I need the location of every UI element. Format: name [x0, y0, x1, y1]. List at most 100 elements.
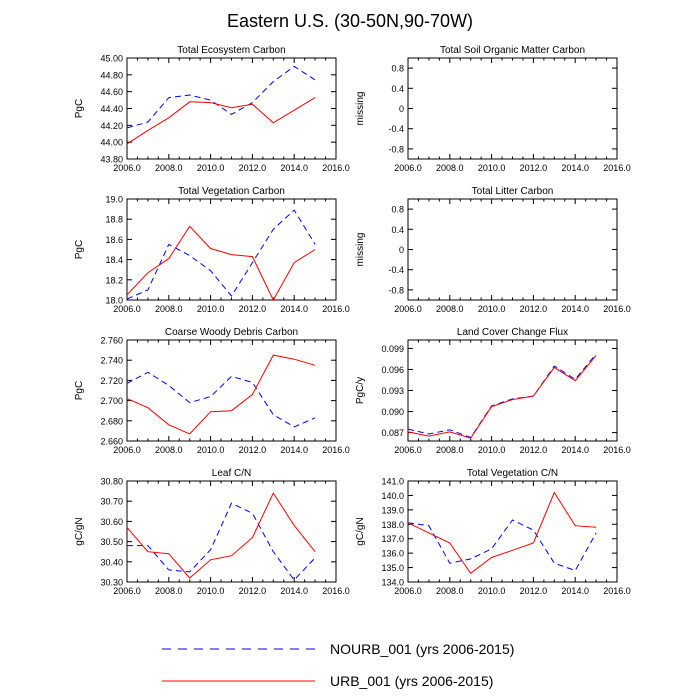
- panel-title: Total Vegetation Carbon: [178, 186, 285, 197]
- plot-frame: [407, 339, 618, 442]
- x-tick-label: 2006.0: [394, 445, 422, 455]
- y-tick-label: 134.0: [381, 578, 404, 588]
- y-tick-label: 140.0: [381, 491, 404, 501]
- y-tick-label: 44.80: [100, 70, 123, 80]
- series-line-urb: [126, 97, 316, 145]
- panel-7: Total Vegetation C/N gC/gN 2006.0 2008.0 201…: [355, 468, 631, 596]
- x-tick-label: 2006.0: [394, 586, 422, 596]
- y-tick-label: 30.70: [100, 497, 123, 507]
- plot-frame: [407, 57, 618, 160]
- x-tick-label: 2006.0: [394, 304, 422, 314]
- series-line-nourb: [126, 209, 316, 300]
- y-tick-label: 2.660: [100, 437, 123, 447]
- y-tick-label: -0.4: [388, 124, 404, 134]
- x-tick-label: 2012.0: [520, 445, 548, 455]
- panel-5: Land Cover Change Flux PgC/y 2006.0 2008.0 2…: [355, 327, 631, 455]
- y-tick-label: 0.096: [381, 365, 404, 375]
- x-tick-label: 2014.0: [280, 304, 308, 314]
- x-tick-label: 2012.0: [239, 586, 267, 596]
- y-tick-label: -0.8: [388, 285, 404, 295]
- plot-frame: [407, 198, 618, 301]
- x-tick-label: 2008.0: [155, 586, 183, 596]
- panel-title: Land Cover Change Flux: [457, 327, 568, 338]
- y-tick-label: 2.740: [100, 356, 123, 366]
- y-tick-label: 19.0: [105, 195, 123, 205]
- y-tick-label: 2.720: [100, 376, 123, 386]
- x-tick-label: 2008.0: [155, 163, 183, 173]
- y-axis-label: missing: [355, 92, 366, 126]
- y-tick-label: 0.4: [391, 84, 404, 94]
- x-tick-label: 2010.0: [197, 445, 225, 455]
- x-tick-label: 2016.0: [322, 304, 350, 314]
- panel-title: Coarse Woody Debris Carbon: [165, 327, 298, 338]
- panel-6: Leaf C/N gC/gN 2006.0 2008.0 2010.0 2012.0 201…: [74, 468, 350, 596]
- y-tick-label: 139.0: [381, 505, 404, 515]
- x-tick-label: 2010.0: [197, 304, 225, 314]
- x-tick-label: 2016.0: [322, 445, 350, 455]
- x-tick-label: 2016.0: [603, 586, 631, 596]
- y-tick-label: 44.00: [100, 138, 123, 148]
- x-tick-label: 2008.0: [436, 304, 464, 314]
- y-tick-label: 30.50: [100, 537, 123, 547]
- x-tick-label: 2016.0: [603, 163, 631, 173]
- x-tick-label: 2006.0: [394, 163, 422, 173]
- x-tick-label: 2008.0: [436, 163, 464, 173]
- y-tick-label: 0.099: [381, 344, 404, 354]
- x-tick-label: 2010.0: [478, 445, 506, 455]
- x-tick-label: 2014.0: [561, 586, 589, 596]
- y-tick-label: 45.00: [100, 54, 123, 64]
- x-tick-label: 2006.0: [113, 304, 141, 314]
- x-tick-label: 2012.0: [239, 163, 267, 173]
- panel-title: Total Ecosystem Carbon: [177, 45, 285, 56]
- legend: NOURB_001 (yrs 2006-2015) URB_001 (yrs 2…: [162, 641, 514, 689]
- y-tick-label: 137.0: [381, 534, 404, 544]
- y-tick-label: 44.60: [100, 87, 123, 97]
- y-tick-label: 44.40: [100, 104, 123, 114]
- series-line-nourb: [407, 353, 597, 439]
- y-tick-label: 0.8: [391, 64, 404, 74]
- series-line-urb: [126, 354, 316, 435]
- x-tick-label: 2016.0: [603, 304, 631, 314]
- x-tick-label: 2008.0: [436, 445, 464, 455]
- x-tick-label: 2014.0: [280, 586, 308, 596]
- x-tick-label: 2008.0: [155, 445, 183, 455]
- x-tick-label: 2012.0: [520, 163, 548, 173]
- panel-3: Total Litter Carbon missing 2006.0 2008.0 20…: [355, 186, 631, 314]
- y-tick-label: 141.0: [381, 477, 404, 487]
- x-tick-label: 2014.0: [280, 163, 308, 173]
- figure-title: Eastern U.S. (30-50N,90-70W): [227, 11, 473, 31]
- panel-2: Total Vegetation Carbon PgC 2006.0 2008.0 20…: [74, 186, 350, 314]
- panel-0: Total Ecosystem Carbon PgC 2006.0 2008.0 201…: [74, 45, 350, 173]
- y-axis-label: PgC: [74, 381, 85, 400]
- x-tick-label: 2014.0: [280, 445, 308, 455]
- legend-label-nourb: NOURB_001 (yrs 2006-2015): [330, 641, 514, 657]
- legend-label-urb: URB_001 (yrs 2006-2015): [330, 673, 493, 689]
- y-tick-label: 0.093: [381, 386, 404, 396]
- y-tick-label: 30.40: [100, 557, 123, 567]
- x-tick-label: 2010.0: [197, 163, 225, 173]
- panel-title: Leaf C/N: [212, 468, 251, 479]
- y-axis-label: PgC: [74, 99, 85, 118]
- x-tick-label: 2016.0: [322, 586, 350, 596]
- y-tick-label: 18.2: [105, 275, 123, 285]
- y-tick-label: 18.0: [105, 296, 123, 306]
- x-tick-label: 2006.0: [113, 163, 141, 173]
- x-tick-label: 2012.0: [520, 586, 548, 596]
- y-axis-label: missing: [355, 233, 366, 267]
- x-tick-label: 2008.0: [436, 586, 464, 596]
- x-tick-label: 2016.0: [322, 163, 350, 173]
- y-tick-label: 2.700: [100, 396, 123, 406]
- y-tick-label: 18.6: [105, 235, 123, 245]
- y-tick-label: 135.0: [381, 563, 404, 573]
- x-tick-label: 2010.0: [478, 304, 506, 314]
- x-tick-label: 2006.0: [113, 445, 141, 455]
- x-tick-label: 2008.0: [155, 304, 183, 314]
- panel-title: Total Soil Organic Matter Carbon: [440, 45, 585, 56]
- y-axis-label: gC/gN: [74, 517, 85, 545]
- y-tick-label: 18.8: [105, 215, 123, 225]
- series-line-nourb: [407, 519, 597, 572]
- y-tick-label: 0.8: [391, 205, 404, 215]
- x-tick-label: 2012.0: [520, 304, 548, 314]
- series-line-urb: [407, 355, 597, 439]
